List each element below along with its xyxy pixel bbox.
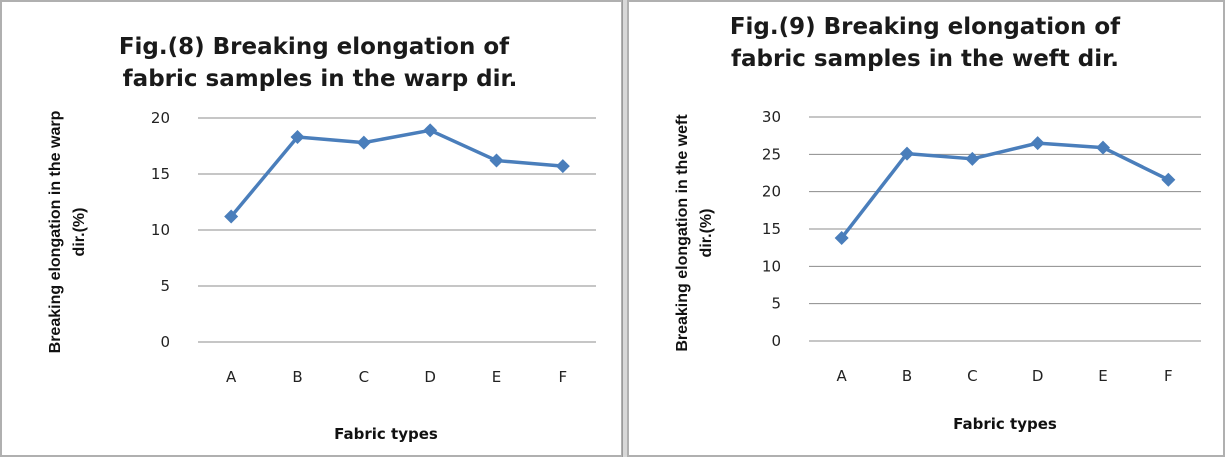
y-tick-label: 25: [762, 145, 781, 163]
x-tick-label: A: [226, 368, 237, 386]
y-axis-label-line-2: dir.(%): [71, 208, 88, 257]
x-tick-label: E: [492, 368, 501, 386]
y-tick-label: 20: [151, 109, 170, 127]
y-axis-label-line-1: Breaking elongation in the warp: [47, 110, 64, 353]
data-point-marker: [555, 159, 570, 174]
data-point-marker: [224, 209, 239, 224]
x-tick-label: B: [292, 368, 302, 386]
chart-panel-warp: Fig.(8) Breaking elongation of fabric sa…: [0, 0, 623, 457]
x-tick-label: E: [1098, 367, 1107, 385]
x-tick-label: D: [1032, 367, 1044, 385]
chart-warp: Fig.(8) Breaking elongation of fabric sa…: [47, 34, 596, 443]
data-point-marker: [290, 130, 305, 145]
plot-area: 0 5 10 15 20 25 30 A B C D E F: [762, 108, 1201, 385]
y-axis-label-line-1: Breaking elongation in the weft: [674, 114, 691, 352]
data-point-marker: [1096, 140, 1110, 155]
series-line: [229, 128, 563, 218]
y-tick-label: 5: [160, 277, 170, 295]
x-tick-label: F: [1164, 367, 1173, 385]
y-tick-label: 15: [762, 220, 781, 238]
data-point-marker: [965, 151, 980, 166]
series-line: [840, 141, 1170, 240]
x-axis-label: Fabric types: [334, 425, 438, 443]
chart-title-line-1: Fig.(8) Breaking elongation of: [119, 34, 510, 60]
x-tick-label: B: [902, 367, 912, 385]
chart-weft: Fig.(9) Breaking elongation of fabric sa…: [674, 14, 1201, 433]
data-point-marker: [834, 230, 849, 245]
y-tick-label: 10: [151, 221, 170, 239]
data-point-marker: [1030, 136, 1045, 151]
y-tick-label: 0: [771, 332, 781, 350]
data-point-marker: [1161, 172, 1176, 187]
x-tick-label: C: [967, 367, 977, 385]
x-tick-label: D: [424, 368, 436, 386]
data-point-marker: [900, 146, 914, 161]
chart-title-line-1: Fig.(9) Breaking elongation of: [730, 14, 1121, 40]
y-tick-label: 10: [762, 257, 781, 275]
y-tick-label: 15: [151, 165, 170, 183]
y-tick-label: 5: [771, 295, 781, 313]
plot-area: 0 5 10 15 20 A B C D E F: [151, 109, 596, 386]
y-axis-label-line-2: dir.(%): [698, 209, 715, 258]
chart-panel-weft: Fig.(9) Breaking elongation of fabric sa…: [627, 0, 1225, 457]
y-tick-label: 20: [762, 183, 781, 201]
x-tick-label: C: [359, 368, 369, 386]
data-point-marker: [489, 153, 504, 168]
x-tick-label: A: [837, 367, 848, 385]
data-point-marker: [423, 123, 438, 138]
y-tick-label: 0: [160, 333, 170, 351]
x-tick-label: F: [559, 368, 568, 386]
x-axis-label: Fabric types: [953, 415, 1057, 433]
data-point-marker: [356, 135, 371, 150]
chart-title-line-2: fabric samples in the warp dir.: [123, 66, 518, 92]
chart-title-line-2: fabric samples in the weft dir.: [731, 46, 1119, 72]
y-tick-label: 30: [762, 108, 781, 126]
